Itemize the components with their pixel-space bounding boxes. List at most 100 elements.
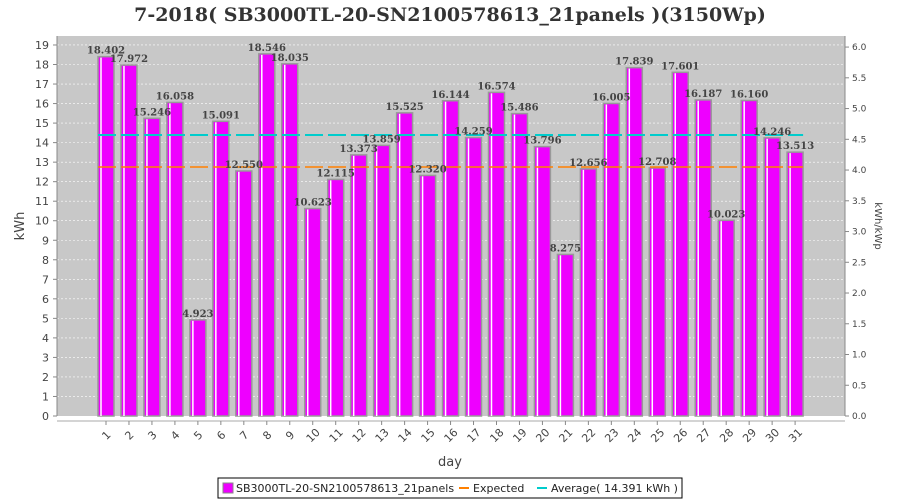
x-tick-label: 16 <box>442 426 461 445</box>
bar-value-label: 13.373 <box>340 144 378 155</box>
bar <box>326 178 345 417</box>
bar <box>740 99 758 417</box>
bar <box>579 168 598 417</box>
legend-average: Average( 14.391 kWh ) <box>551 482 678 495</box>
bar <box>671 71 689 417</box>
x-axis-label: day <box>438 455 462 470</box>
y-tick-label: 16 <box>35 98 49 111</box>
bar <box>487 91 506 417</box>
x-tick-label: 15 <box>419 426 438 445</box>
y2-tick-label: 2.0 <box>852 289 867 299</box>
bar-value-label: 15.246 <box>133 107 171 118</box>
legend-swatch-series <box>222 482 234 494</box>
x-tick-label: 20 <box>533 426 552 445</box>
x-tick-label: 27 <box>694 426 713 445</box>
bar <box>648 167 667 417</box>
y2-tick-label: 4.0 <box>852 166 867 176</box>
x-tick-label: 25 <box>648 426 667 445</box>
bar-value-label: 18.035 <box>271 53 309 64</box>
y-tick-label: 7 <box>42 273 49 286</box>
x-tick-label: 28 <box>717 426 736 445</box>
y-tick-label: 4 <box>42 332 49 345</box>
y-tick-label: 6 <box>42 293 49 306</box>
y-tick-label: 13 <box>35 156 49 169</box>
y-tick-label: 18 <box>35 59 49 72</box>
y2-tick-label: 3.0 <box>852 228 867 238</box>
y-tick-label: 14 <box>35 137 49 150</box>
bar-value-label: 16.144 <box>431 90 469 101</box>
bar <box>717 219 735 417</box>
bar-value-label: 8.275 <box>550 243 581 254</box>
bar <box>143 117 161 417</box>
bar-value-label: 15.486 <box>500 103 538 114</box>
bar-value-label: 13.796 <box>523 136 561 147</box>
y2-axis-label: kWh/kWp <box>872 202 883 249</box>
x-tick-label: 12 <box>350 426 369 445</box>
bar <box>602 102 621 417</box>
bar <box>372 144 391 417</box>
bar-value-label: 18.402 <box>87 46 125 57</box>
y2-tick-label: 6.0 <box>852 43 867 53</box>
bar-value-label: 14.246 <box>753 127 791 138</box>
bar-value-label: 15.091 <box>202 110 240 121</box>
bar <box>694 99 712 417</box>
y2-tick-label: 5.0 <box>852 105 867 115</box>
bar <box>418 174 437 417</box>
bar <box>625 66 644 417</box>
y-tick-label: 8 <box>42 254 49 267</box>
y-tick-label: 19 <box>35 39 49 52</box>
bar <box>303 207 322 417</box>
bar <box>533 145 552 417</box>
bar <box>441 100 460 417</box>
bar-value-label: 17.972 <box>110 54 148 65</box>
bar-value-label: 16.574 <box>477 81 515 92</box>
y-tick-label: 12 <box>35 176 49 189</box>
bar-value-label: 10.623 <box>294 198 332 209</box>
y2-tick-label: 1.5 <box>852 320 866 330</box>
x-tick-label: 5 <box>191 428 205 442</box>
bar-value-label: 12.656 <box>569 158 607 169</box>
bar <box>258 53 276 417</box>
bar <box>556 253 575 417</box>
y2-tick-label: 1.0 <box>852 351 867 361</box>
x-tick-label: 17 <box>464 426 483 445</box>
x-tick-label: 29 <box>740 426 759 445</box>
bar <box>763 137 781 417</box>
bar-value-label: 17.601 <box>661 61 699 72</box>
y-tick-label: 10 <box>35 215 49 228</box>
bar-value-label: 4.923 <box>182 309 213 320</box>
bar-value-label: 10.023 <box>707 209 745 220</box>
x-tick-label: 10 <box>304 426 323 445</box>
y-tick-label: 0 <box>42 410 49 423</box>
legend: SB3000TL-20-SN2100578613_21panels Expect… <box>217 477 683 499</box>
y-tick-label: 15 <box>35 117 49 130</box>
x-tick-label: 21 <box>556 426 575 445</box>
x-tick-label: 9 <box>283 428 297 442</box>
y2-tick-label: 5.5 <box>852 74 866 84</box>
bar <box>212 120 230 417</box>
bar-value-label: 13.859 <box>362 134 400 145</box>
x-tick-label: 13 <box>373 426 392 445</box>
y-tick-label: 9 <box>42 234 49 247</box>
x-tick-label: 3 <box>145 428 159 442</box>
x-tick-label: 14 <box>396 426 415 445</box>
x-tick-label: 7 <box>237 428 251 442</box>
x-tick-label: 11 <box>327 426 346 445</box>
y-axis-label: kWh <box>13 212 28 241</box>
y2-tick-label: 0.0 <box>852 412 867 422</box>
y2-tick-label: 4.5 <box>852 135 866 145</box>
bar <box>189 319 207 417</box>
x-tick-label: 18 <box>487 426 506 445</box>
bar-value-label: 16.187 <box>684 89 722 100</box>
legend-series: SB3000TL-20-SN2100578613_21panels <box>236 482 454 495</box>
y-tick-label: 17 <box>35 78 49 91</box>
bar-value-label: 16.005 <box>592 92 630 103</box>
bar-value-label: 17.839 <box>615 57 653 68</box>
y-tick-label: 3 <box>42 351 49 364</box>
bar <box>349 154 368 417</box>
bar-value-label: 14.259 <box>454 127 492 138</box>
x-tick-label: 1 <box>99 428 113 442</box>
x-tick-label: 26 <box>671 426 690 445</box>
x-tick-label: 23 <box>602 426 621 445</box>
